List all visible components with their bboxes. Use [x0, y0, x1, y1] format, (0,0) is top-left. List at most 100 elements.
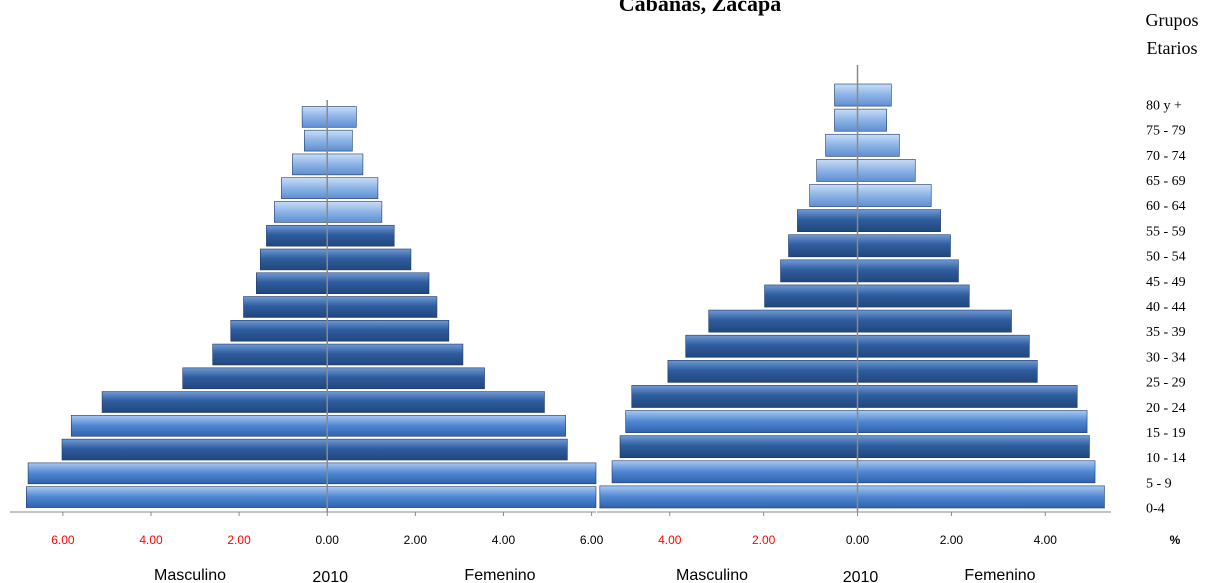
- age-group-label: 35 - 39: [1146, 325, 1186, 340]
- bar: [326, 272, 430, 294]
- bar: [857, 234, 951, 258]
- bar: [326, 201, 383, 223]
- bar: [326, 177, 379, 199]
- bar: [26, 486, 328, 508]
- bar: [780, 259, 858, 283]
- bar: [326, 391, 545, 413]
- axis-label: Femenino: [964, 567, 1035, 583]
- bar: [326, 486, 597, 508]
- x-tick-label: 4.00: [1034, 533, 1058, 547]
- x-tick-label: 2.00: [227, 533, 251, 547]
- unit-label: %: [1170, 533, 1181, 547]
- bar: [857, 360, 1038, 383]
- bar: [259, 248, 328, 271]
- bar: [326, 224, 395, 247]
- axis-label: Masculino: [676, 567, 748, 583]
- x-tick-label: 4.00: [658, 533, 682, 547]
- bar: [243, 296, 328, 318]
- bar: [326, 415, 566, 437]
- bar: [857, 460, 1096, 484]
- bar: [834, 108, 858, 132]
- chart-title: Cabañas, Zacapa: [619, 0, 782, 16]
- bar: [857, 159, 916, 182]
- x-tick-label: 2.00: [752, 533, 776, 547]
- bar: [230, 320, 328, 342]
- x-tick-label: 4.00: [139, 533, 163, 547]
- x-tick-label: 6.00: [580, 533, 604, 547]
- bar: [326, 248, 412, 271]
- bar: [857, 209, 941, 232]
- legend-title: Etarios: [1147, 38, 1198, 58]
- x-axis-label: 2010: [843, 569, 879, 583]
- bar: [857, 385, 1078, 408]
- age-group-label: 15 - 19: [1146, 426, 1186, 441]
- age-group-label: 0-4: [1146, 502, 1165, 517]
- bar: [182, 367, 328, 390]
- bar: [27, 462, 328, 485]
- bar: [255, 272, 328, 294]
- bar: [708, 309, 858, 333]
- age-group-label: 75 - 79: [1146, 124, 1186, 139]
- bar: [857, 309, 1012, 333]
- bar: [857, 83, 892, 107]
- age-group-label: 40 - 44: [1146, 300, 1186, 315]
- bar: [599, 485, 858, 509]
- x-tick-label: 0.00: [316, 533, 340, 547]
- axis-label: Femenino: [464, 567, 535, 583]
- age-group-label: 10 - 14: [1146, 451, 1186, 466]
- bar: [326, 438, 568, 461]
- bar: [685, 334, 858, 358]
- axis-label: Masculino: [154, 567, 226, 583]
- bar: [857, 485, 1105, 509]
- bar: [101, 391, 328, 413]
- bar: [816, 159, 858, 182]
- bar: [834, 83, 858, 107]
- bar: [857, 284, 970, 308]
- bar: [326, 296, 438, 318]
- bar: [619, 435, 858, 459]
- legend-title: Grupos: [1146, 10, 1199, 30]
- bar: [825, 133, 858, 157]
- bar: [326, 343, 464, 366]
- bar: [667, 360, 858, 383]
- age-group-label: 80 y +: [1146, 98, 1182, 113]
- bar: [274, 201, 328, 223]
- age-group-label: 60 - 64: [1146, 199, 1186, 214]
- bar: [857, 435, 1090, 459]
- age-group-label: 5 - 9: [1146, 476, 1172, 491]
- age-group-label: 70 - 74: [1146, 149, 1186, 164]
- age-group-label: 20 - 24: [1146, 401, 1186, 416]
- bar: [212, 343, 328, 366]
- bar: [304, 129, 328, 152]
- x-tick-label: 4.00: [492, 533, 516, 547]
- bar: [70, 415, 328, 437]
- bar: [857, 259, 959, 283]
- bar: [281, 177, 328, 199]
- age-group-label: 25 - 29: [1146, 376, 1186, 391]
- bar: [625, 410, 858, 433]
- bar: [326, 106, 357, 128]
- bar: [292, 153, 328, 176]
- bar: [857, 133, 900, 157]
- bar: [857, 108, 887, 132]
- bar: [788, 234, 858, 258]
- bar: [797, 209, 858, 232]
- bar: [631, 385, 858, 408]
- bar: [326, 462, 597, 485]
- age-group-label: 45 - 49: [1146, 275, 1186, 290]
- bar: [857, 184, 932, 207]
- bar: [857, 334, 1030, 358]
- age-group-label: 50 - 54: [1146, 250, 1186, 265]
- x-axis-label: 2010: [312, 569, 348, 583]
- bar: [266, 224, 328, 247]
- bar: [326, 129, 353, 152]
- x-tick-label: 0.00: [846, 533, 870, 547]
- age-group-label: 65 - 69: [1146, 174, 1186, 189]
- x-tick-label: 2.00: [940, 533, 964, 547]
- bar: [61, 438, 328, 461]
- bar: [857, 410, 1088, 433]
- bar: [326, 367, 485, 390]
- age-group-label: 55 - 59: [1146, 224, 1186, 239]
- bar: [611, 460, 858, 484]
